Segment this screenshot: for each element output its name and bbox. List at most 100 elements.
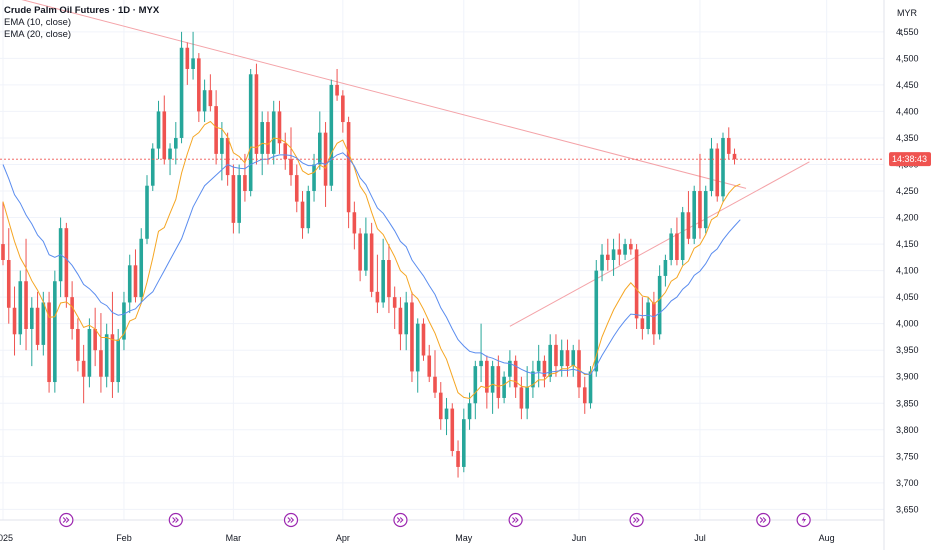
candle-body <box>93 328 97 351</box>
dividend-icon[interactable] <box>756 512 771 528</box>
double-chevron-glyph <box>512 517 519 523</box>
candle <box>606 238 610 271</box>
candle <box>271 100 276 165</box>
double-chevron-glyph <box>759 517 767 523</box>
price-tick-label: 4,250 <box>896 186 919 196</box>
candle <box>76 318 80 372</box>
candle-body <box>237 175 241 223</box>
candle <box>254 63 259 165</box>
candle-body <box>513 360 518 388</box>
ema10-label[interactable]: EMA (10, close) <box>4 17 72 28</box>
trendlines <box>21 0 810 327</box>
lightning-icon[interactable] <box>796 512 811 528</box>
double-chevron-glyph <box>287 517 295 523</box>
candle <box>559 339 564 377</box>
candle <box>369 222 374 298</box>
dividend-icon[interactable] <box>508 512 523 528</box>
candle <box>191 31 195 80</box>
candle-body <box>438 392 443 420</box>
currency-label[interactable]: MYR <box>897 8 917 18</box>
candle <box>686 191 691 245</box>
candle-body <box>525 387 529 409</box>
candle <box>456 440 460 478</box>
time-tick-label: Mar <box>226 533 242 543</box>
candle <box>225 132 230 186</box>
candle <box>531 360 535 398</box>
candle <box>438 382 443 430</box>
candle-body <box>185 47 190 69</box>
candle <box>433 350 437 398</box>
candle <box>652 291 656 345</box>
dividend-icon[interactable] <box>629 512 644 528</box>
candle <box>600 244 604 282</box>
candle <box>473 360 478 420</box>
candle <box>6 228 11 324</box>
candle-body <box>600 254 604 271</box>
time-tick-label: Jun <box>572 533 587 543</box>
candle-body <box>686 212 691 239</box>
candle <box>703 185 708 234</box>
candle-body <box>364 233 368 271</box>
price-tick-label: 3,950 <box>896 345 919 355</box>
dividend-icon[interactable] <box>393 512 408 528</box>
last-price-tag: 14:38:43 <box>889 152 931 167</box>
candle <box>571 344 576 377</box>
candle <box>87 318 92 388</box>
dividend-icon[interactable] <box>168 512 183 528</box>
candle-body <box>35 307 40 345</box>
candle <box>554 334 558 377</box>
candle <box>375 254 380 314</box>
candle <box>617 233 622 266</box>
unit-label[interactable]: t <box>900 27 903 37</box>
ema20-label[interactable]: EMA (20, close) <box>4 29 72 40</box>
candle <box>490 360 495 414</box>
candle-body <box>248 74 253 192</box>
symbol-title[interactable]: Crude Palm Oil Futures · 1D · MYX <box>4 5 160 16</box>
candle-body <box>358 233 362 271</box>
candle-body <box>410 302 414 372</box>
candle-body <box>87 328 92 377</box>
time-axis[interactable]: 2025 Feb Mar Apr May Jun Jul Aug <box>0 533 835 543</box>
candle-body <box>346 122 351 213</box>
candle-body <box>341 95 345 123</box>
trendline <box>21 0 747 189</box>
candle-body <box>139 238 144 298</box>
price-tick-label: 3,850 <box>896 398 919 408</box>
candle <box>346 116 351 229</box>
candle-body <box>629 244 633 250</box>
trendline <box>509 161 810 327</box>
candle-body <box>289 159 293 176</box>
candle <box>35 291 40 351</box>
price-tick-label: 3,750 <box>896 451 919 461</box>
candle-body <box>243 175 247 192</box>
candle-body <box>133 265 138 298</box>
candle-body <box>467 403 472 420</box>
candle <box>30 297 34 367</box>
dividend-icon[interactable] <box>59 512 74 528</box>
candle-body <box>306 191 311 229</box>
candle-body <box>18 281 23 335</box>
candle-body <box>490 366 495 393</box>
double-chevron-glyph <box>396 517 404 523</box>
candle-body <box>703 191 708 229</box>
event-markers <box>59 512 811 528</box>
dividend-icon[interactable] <box>283 512 299 528</box>
candle <box>629 238 633 255</box>
candle <box>525 366 529 420</box>
price-axis[interactable]: 3,650 3,700 3,750 3,800 3,850 3,900 3,950 4,000… <box>896 27 919 515</box>
candle-body <box>485 360 489 393</box>
candle <box>127 254 132 314</box>
candle-body <box>266 122 270 154</box>
time-tick-label: Feb <box>116 533 132 543</box>
candle-body <box>415 323 420 372</box>
price-tick-label: 4,150 <box>896 239 919 249</box>
candle <box>381 238 385 308</box>
candle-body <box>698 191 702 229</box>
candle-body <box>300 201 305 229</box>
candle-body <box>30 307 34 329</box>
double-chevron-glyph <box>62 517 70 523</box>
candle-body <box>721 137 725 197</box>
candle-body <box>99 350 103 377</box>
candle-body <box>398 307 403 335</box>
